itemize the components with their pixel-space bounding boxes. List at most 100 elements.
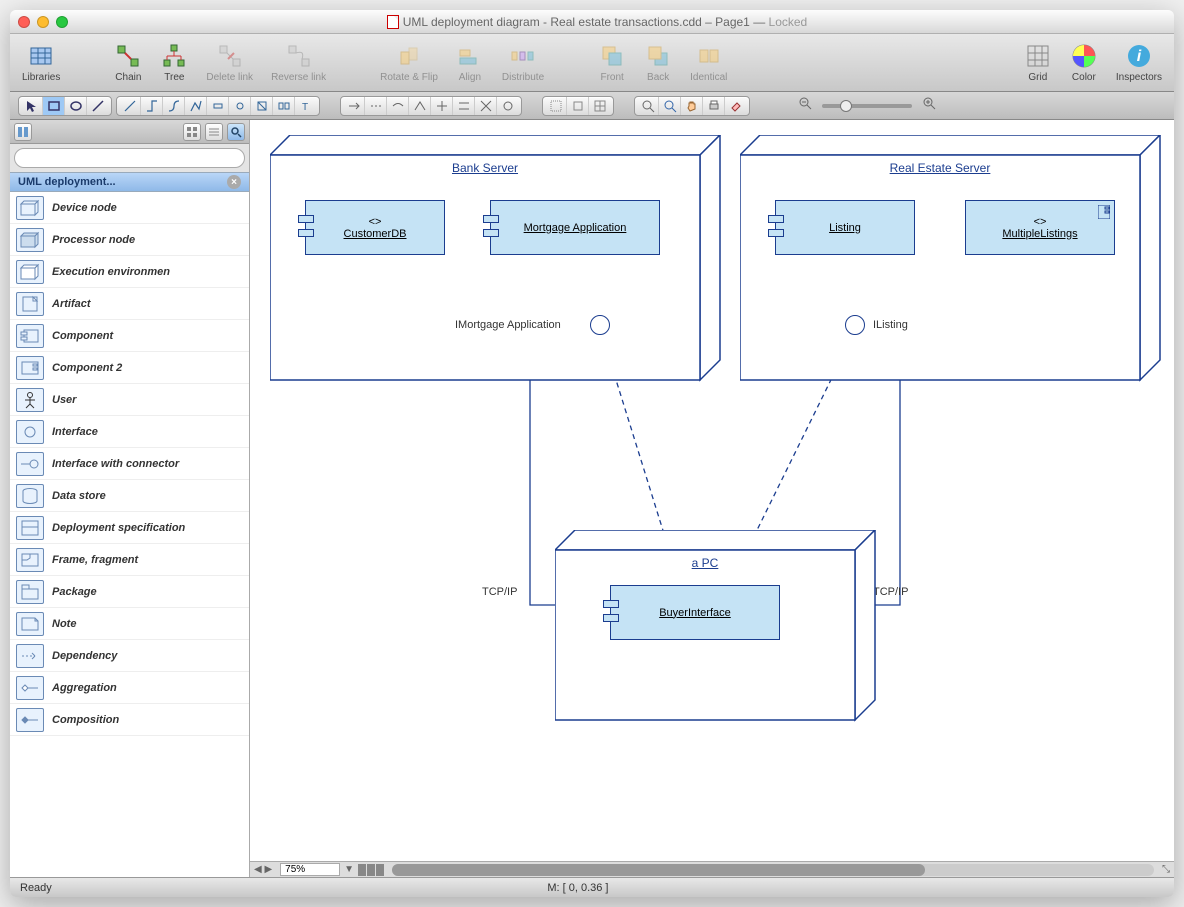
- conn-9[interactable]: T: [295, 97, 317, 115]
- sidebar-view-grid[interactable]: [183, 123, 201, 141]
- toolbar-back: Back: [644, 42, 672, 83]
- zoom-in-icon[interactable]: [922, 96, 936, 115]
- library-list: Device nodeProcessor nodeExecution envir…: [10, 192, 249, 877]
- library-item-note[interactable]: Note: [10, 608, 249, 640]
- library-item-package[interactable]: Package: [10, 576, 249, 608]
- snap-3[interactable]: [589, 97, 611, 115]
- sidebar-view-list[interactable]: [205, 123, 223, 141]
- arr-6[interactable]: [453, 97, 475, 115]
- library-item-device-node[interactable]: Device node: [10, 192, 249, 224]
- library-item-artifact[interactable]: Artifact: [10, 288, 249, 320]
- toolbar-identical: Identical: [690, 42, 727, 83]
- arr-5[interactable]: [431, 97, 453, 115]
- line-tool[interactable]: [87, 97, 109, 115]
- sidebar: UML deployment... × Device nodeProcessor…: [10, 120, 250, 877]
- conn-3[interactable]: [163, 97, 185, 115]
- toolbar-inspectors[interactable]: iInspectors: [1116, 42, 1162, 83]
- toolbar-align: Align: [456, 42, 484, 83]
- sidebar-view-1[interactable]: [14, 123, 32, 141]
- interface-imort[interactable]: [590, 315, 610, 335]
- library-item-user[interactable]: User: [10, 384, 249, 416]
- library-section-header[interactable]: UML deployment... ×: [10, 172, 249, 192]
- close-window-button[interactable]: [18, 16, 30, 28]
- zoom-slider[interactable]: [822, 104, 912, 108]
- toolbar-color[interactable]: Color: [1070, 42, 1098, 83]
- search-input[interactable]: [14, 148, 245, 168]
- canvas-wrap: TCP/IPTCP/IP Bank Server Real Estate Ser…: [250, 120, 1174, 877]
- pointer-tool[interactable]: [21, 97, 43, 115]
- hscroll-track[interactable]: [392, 864, 1154, 876]
- traffic-lights: [18, 16, 68, 28]
- document-icon: [387, 15, 399, 29]
- search-bar: [10, 144, 249, 172]
- interface-label-imort: IMortgage Application: [455, 319, 561, 331]
- window-title: UML deployment diagram - Real estate tra…: [68, 15, 1126, 29]
- svg-text:T: T: [302, 102, 308, 113]
- library-item-data-store[interactable]: Data store: [10, 480, 249, 512]
- arr-4[interactable]: [409, 97, 431, 115]
- toolbar-libraries[interactable]: Libraries: [22, 42, 60, 83]
- arr-3[interactable]: [387, 97, 409, 115]
- library-item-processor-node[interactable]: Processor node: [10, 224, 249, 256]
- toolbar-delete-link: Delete link: [206, 42, 253, 83]
- component-buyer[interactable]: BuyerInterface: [610, 585, 780, 640]
- library-item-frame-fragment[interactable]: Frame, fragment: [10, 544, 249, 576]
- arr-7[interactable]: [475, 97, 497, 115]
- toolbar-tree[interactable]: Tree: [160, 42, 188, 83]
- conn-6[interactable]: [229, 97, 251, 115]
- library-item-interface[interactable]: Interface: [10, 416, 249, 448]
- sidebar-header: [10, 120, 249, 144]
- library-item-component[interactable]: Component: [10, 320, 249, 352]
- conn-2[interactable]: [141, 97, 163, 115]
- canvas[interactable]: TCP/IPTCP/IP Bank Server Real Estate Ser…: [250, 120, 1174, 861]
- library-item-composition[interactable]: Composition: [10, 704, 249, 736]
- component-listing[interactable]: Listing: [775, 200, 915, 255]
- toolbar-distribute: Distribute: [502, 42, 544, 83]
- zoom-input[interactable]: [280, 863, 340, 876]
- arr-1[interactable]: [343, 97, 365, 115]
- snap-2[interactable]: [567, 97, 589, 115]
- close-library-icon[interactable]: ×: [227, 175, 241, 189]
- conn-7[interactable]: [251, 97, 273, 115]
- conn-4[interactable]: [185, 97, 207, 115]
- print-tool[interactable]: [703, 97, 725, 115]
- selection-tools: [18, 96, 112, 116]
- library-item-aggregation[interactable]: Aggregation: [10, 672, 249, 704]
- hscroll-bar: ◀ ▶ ▼ ⤡: [250, 861, 1174, 877]
- interface-ilist[interactable]: [845, 315, 865, 335]
- hand-tool[interactable]: [681, 97, 703, 115]
- zoom-tool[interactable]: [637, 97, 659, 115]
- library-item-component-[interactable]: Component 2: [10, 352, 249, 384]
- resize-corner-icon: ⤡: [1158, 864, 1174, 875]
- app-window: UML deployment diagram - Real estate tra…: [10, 10, 1174, 897]
- ellipse-tool[interactable]: [65, 97, 87, 115]
- status-bar: Ready M: [ 0, 0.36 ]: [10, 877, 1174, 897]
- rect-tool[interactable]: [43, 97, 65, 115]
- library-item-interface-with-connector[interactable]: Interface with connector: [10, 448, 249, 480]
- conn-5[interactable]: [207, 97, 229, 115]
- interface-label-ilist: IListing: [873, 319, 908, 331]
- component-mortgage[interactable]: Mortgage Application: [490, 200, 660, 255]
- zoom-fit[interactable]: [659, 97, 681, 115]
- minimize-window-button[interactable]: [37, 16, 49, 28]
- component-multilist[interactable]: <>MultipleListings: [965, 200, 1115, 255]
- arr-2[interactable]: [365, 97, 387, 115]
- zoom-window-button[interactable]: [56, 16, 68, 28]
- arrow-tools: [340, 96, 522, 116]
- zoom-out-icon[interactable]: [798, 96, 812, 115]
- library-item-dependency[interactable]: Dependency: [10, 640, 249, 672]
- sidebar-search-toggle[interactable]: [227, 123, 245, 141]
- component-custdb[interactable]: <>CustomerDB: [305, 200, 445, 255]
- snap-1[interactable]: [545, 97, 567, 115]
- conn-1[interactable]: [119, 97, 141, 115]
- conn-8[interactable]: [273, 97, 295, 115]
- main-toolbar: LibrariesChainTreeDelete linkReverse lin…: [10, 34, 1174, 92]
- eraser-tool[interactable]: [725, 97, 747, 115]
- library-item-execution-environmen[interactable]: Execution environmen: [10, 256, 249, 288]
- library-item-deployment-specification[interactable]: Deployment specification: [10, 512, 249, 544]
- toolbar-chain[interactable]: Chain: [114, 42, 142, 83]
- status-left: Ready: [20, 882, 52, 894]
- toolbar-grid[interactable]: Grid: [1024, 42, 1052, 83]
- arr-8[interactable]: [497, 97, 519, 115]
- svg-text:TCP/IP: TCP/IP: [482, 586, 517, 598]
